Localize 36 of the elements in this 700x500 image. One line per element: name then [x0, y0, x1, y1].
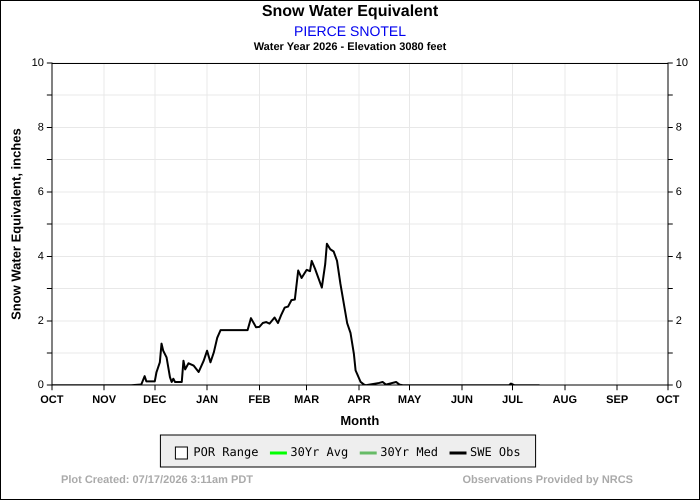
x-tick-label: NOV [92, 394, 117, 406]
text: Observations Provided by NRCS [462, 474, 633, 486]
y2-tick-label: 6 [676, 186, 682, 198]
y-tick-label: 0 [38, 379, 44, 392]
legend-label: SWE Obs [470, 445, 521, 460]
chart-title: Snow Water Equivalent [260, 3, 440, 21]
text: Water Year 2026 - Elevation 3080 feet [252, 41, 448, 53]
y2-tick-label: 0 [676, 379, 682, 392]
y2-tick-label: 10 [676, 57, 688, 70]
x-tick-label: JUL [502, 394, 524, 406]
text: Plot Created: 07/17/2026 3:11am PDT [61, 474, 253, 486]
y-tick-label: 10 [32, 57, 44, 70]
y2-tick-label: 8 [676, 121, 682, 134]
y-tick-label: 8 [38, 121, 44, 134]
y-tick-label: 6 [38, 186, 44, 198]
x-tick-label: JAN [196, 394, 218, 406]
x-tick-label: AUG [552, 394, 578, 406]
x-tick-label: MAY [398, 394, 422, 406]
y-axis-title: Snow Water Equivalent, inches [8, 128, 24, 320]
legend-label: POR Range [193, 445, 258, 460]
y2-tick-label: 4 [676, 250, 682, 262]
x-tick-label: APR [347, 394, 371, 406]
y-tick-label: 4 [38, 250, 44, 262]
x-tick-label: MAR [294, 394, 320, 406]
legend-label: 30Yr Avg [290, 445, 348, 460]
legend-label: 30Yr Med [380, 445, 438, 460]
x-axis-title: Month [340, 412, 380, 428]
x-tick-label: DEC [143, 394, 166, 406]
x-tick-label: FEB [248, 394, 270, 406]
y2-tick-label: 2 [676, 314, 682, 327]
chart-subtitle: PIERCE SNOTEL [292, 23, 408, 39]
x-tick-label: OCT [656, 394, 680, 406]
x-tick-label: SEP [606, 394, 628, 406]
x-tick-label: JUN [450, 394, 473, 406]
y-tick-label: 2 [38, 314, 44, 327]
x-tick-label: OCT [40, 394, 64, 406]
